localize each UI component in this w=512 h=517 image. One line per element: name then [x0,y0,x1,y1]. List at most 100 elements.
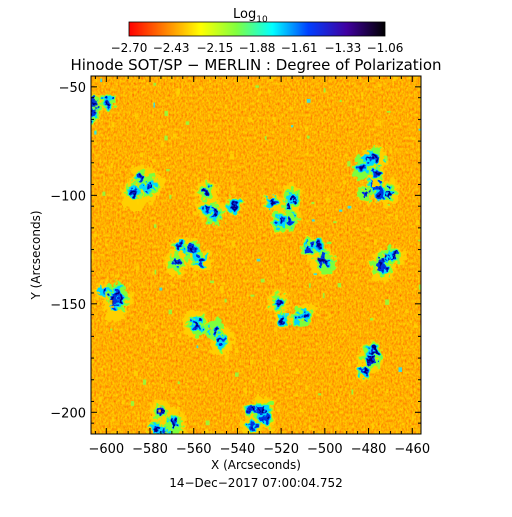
speckle [201,218,205,223]
speckle [208,327,212,330]
speckle [160,142,165,147]
timestamp: 14−Dec−2017 07:00:04.752 [169,476,343,490]
speckle [231,185,235,191]
speckle [297,137,301,141]
region-blob [363,370,367,374]
speckle [393,76,396,81]
speckle [415,99,418,102]
region-blob [320,257,325,263]
speckle [281,306,285,309]
speckle [258,91,260,96]
speckle [176,91,180,97]
region-blob [382,258,387,262]
speckle [114,274,119,278]
speckle [105,278,109,282]
speckle [267,89,272,93]
speckle [91,253,94,259]
speckle [311,201,315,205]
polarization-region [148,399,187,434]
region-blob [372,349,377,355]
speckle [347,205,352,209]
region-blob [146,187,149,189]
region-blob [367,356,370,361]
region-blob [375,158,379,162]
speckle [375,122,380,126]
speckle [419,225,421,229]
speckle [204,376,208,381]
speckle [355,366,357,369]
speckle [308,425,312,431]
speckle [387,203,390,206]
speckle [297,382,301,386]
speckle [418,284,421,290]
region-blob [199,258,203,263]
region-blob [106,100,110,106]
speckle [188,264,191,266]
speckle [419,363,421,367]
y-axis-label: Y (Arcseconds) [29,210,43,300]
speckle [185,121,190,125]
speckle [151,176,155,179]
speckle [372,254,376,258]
speckle [110,305,115,308]
speckle [161,383,164,388]
region-blob [263,408,266,413]
speckle [149,167,153,170]
speckle [360,92,364,97]
speckle [309,166,312,169]
speckle [363,362,366,365]
speckle [314,256,318,260]
x-axis: −600 −580 −560 −540 −520 −500 −480 −460 [88,76,430,457]
speckle [98,396,102,402]
y-tick-label: −50 [59,81,86,96]
speckle [415,220,420,225]
speckle [256,99,260,103]
speckle [269,76,274,82]
speckle [269,178,274,181]
colorbar-label: Log10 [233,7,268,25]
speckle [205,420,210,426]
region-blob [205,206,208,210]
y-axis: −50 −100 −150 −200 [50,81,421,424]
region-blob [324,261,328,266]
speckle [386,110,391,113]
x-tick-label: −600 [88,442,124,457]
region-blob [204,189,208,194]
speckle [111,122,115,127]
speckle [313,273,317,276]
speckle [153,102,155,108]
speckle [383,254,386,257]
speckle [224,104,228,109]
speckle [231,241,236,247]
speckle [391,194,396,199]
y-tick-label: −200 [50,406,86,421]
speckle [366,226,370,232]
polarization-region [357,339,384,381]
speckle [169,194,172,199]
speckle-layer [91,76,421,434]
speckle [129,282,131,287]
speckle [372,408,375,410]
polarization-region [357,173,401,207]
polarization-region [91,93,117,126]
speckle [389,147,393,154]
polarization-region [369,245,406,282]
speckle [153,82,157,86]
speckle [95,108,98,113]
x-axis-label: X (Arcseconds) [211,458,301,472]
region-blob [368,157,371,161]
speckle [169,332,173,338]
speckle [121,400,125,405]
speckle [305,126,309,131]
region-blob [290,196,295,201]
speckle [348,93,352,96]
speckle [195,280,199,287]
speckle [411,415,414,421]
speckle [210,280,214,284]
speckle [111,416,115,422]
speckle [409,320,412,324]
polarization-region [182,309,233,357]
speckle [139,193,142,199]
speckle [336,427,339,430]
region-blob [279,219,282,223]
